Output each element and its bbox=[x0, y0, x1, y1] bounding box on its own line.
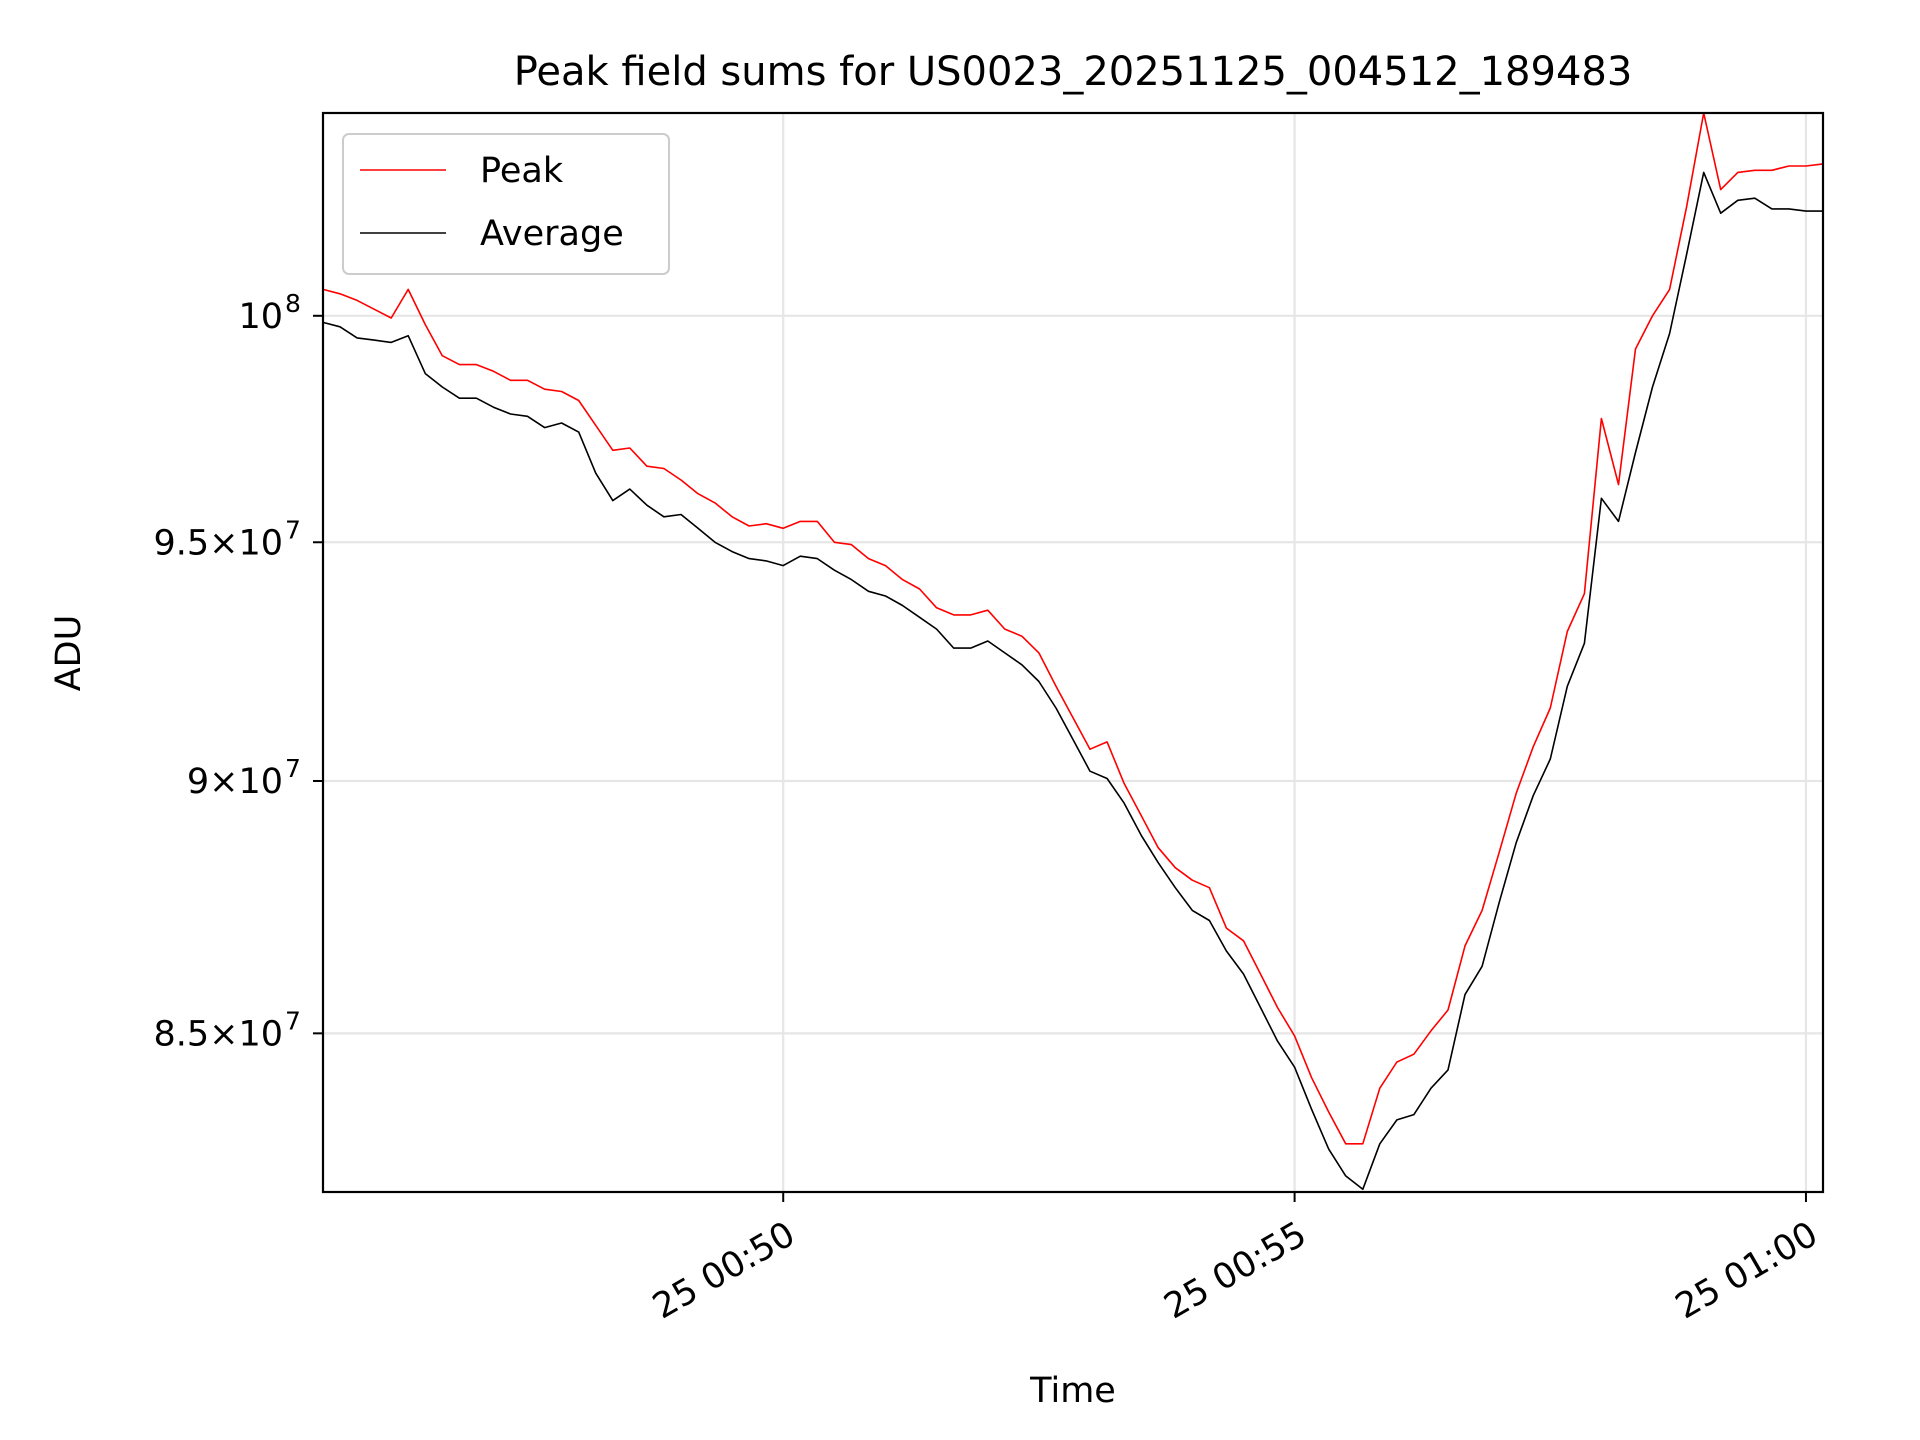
series-line-average bbox=[322, 171, 1823, 1191]
legend-label-peak: Peak bbox=[480, 151, 564, 191]
y-tick-label: 9×10 bbox=[187, 762, 283, 802]
series-lines bbox=[322, 112, 1824, 1191]
y-tick-label: 9.5×10 bbox=[153, 523, 283, 563]
y-tick-label: 8.5×10 bbox=[153, 1014, 283, 1054]
series-line-peak bbox=[322, 112, 1824, 1145]
y-tick-exponent: 7 bbox=[285, 515, 301, 544]
y-axis-label: ADU bbox=[49, 615, 89, 692]
x-axis-label: Time bbox=[1029, 1371, 1116, 1411]
plot-frame bbox=[321, 111, 1825, 1194]
legend-label-average: Average bbox=[480, 214, 624, 254]
y-tick-exponent: 7 bbox=[285, 754, 301, 783]
grid bbox=[323, 113, 1823, 1192]
y-tick-exponent: 8 bbox=[285, 289, 301, 318]
legend-box bbox=[342, 133, 670, 275]
y-tick-exponent: 7 bbox=[285, 1006, 301, 1035]
y-tick-label: 10 bbox=[238, 297, 283, 337]
chart-title: Peak field sums for US0023_20251125_0045… bbox=[514, 49, 1633, 95]
legend: Peak Average bbox=[342, 133, 670, 275]
